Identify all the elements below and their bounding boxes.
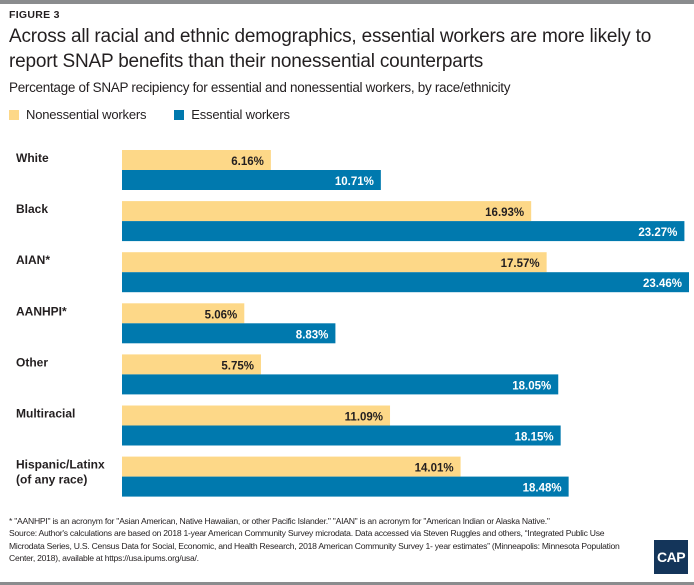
bar-essential [122,170,381,190]
chart-subtitle: Percentage of SNAP recipiency for essent… [9,80,511,95]
bar-group-white: White 6.16% 10.71% [16,150,381,190]
bar-nonessential [122,150,271,170]
bar-nonessential [122,252,547,273]
bar-chart: White 6.16% 10.71% Black 16.93% 23.27% AIAN* 17… [16,150,689,497]
data-label-essential: 23.46% [643,278,682,290]
category-label: Hispanic/Latinx [16,458,105,472]
bar-essential [122,425,561,446]
bar-group-aian: AIAN* 17.57% 23.46% [16,252,689,293]
legend-item-essential: Essential workers [174,107,290,122]
bar-group-multiracial: Multiracial 11.09% 18.15% [16,405,561,446]
bar-nonessential [122,405,391,426]
data-label-nonessential: 14.01% [415,463,454,475]
figure-label: FIGURE 3 [9,9,60,21]
data-label-essential: 10.71% [335,176,374,188]
legend-swatch-nonessential [9,109,19,120]
category-label: Multiracial [16,407,75,421]
legend-label-essential: Essential workers [191,107,290,122]
category-label: Other [16,355,48,369]
footnotes: * "AANHPI" is an acronym for "Asian Amer… [9,515,629,564]
data-label-nonessential: 17.57% [501,258,540,270]
source-note: Source: Author's calculations are based … [9,528,620,563]
bar-group-black: Black 16.93% 23.27% [16,201,685,242]
bar-nonessential [122,201,532,222]
acronym-note: * "AANHPI" is an acronym for "Asian Amer… [9,516,550,526]
legend: Nonessential workers Essential workers [9,107,290,122]
data-label-nonessential: 5.75% [221,360,254,372]
bar-essential [122,323,336,344]
bar-nonessential [122,303,245,324]
category-label: (of any race) [16,473,87,487]
bar-essential [122,374,559,395]
category-label: AANHPI* [16,304,67,318]
data-label-nonessential: 5.06% [205,309,238,321]
data-label-essential: 18.05% [512,380,551,392]
bar-group-hispanic-latinx-of-any-race: Hispanic/Latinx(of any race) 14.01% 18.48% [16,456,569,497]
chart-title: Across all racial and ethnic demographic… [9,26,652,72]
category-label: White [16,151,49,165]
cap-logo: CAP [654,540,688,574]
top-border [0,0,694,4]
bottom-border [0,582,694,585]
bar-essential [122,272,689,293]
legend-swatch-essential [174,109,185,120]
legend-item-nonessential: Nonessential workers [9,107,146,122]
bar-group-aanhpi: AANHPI* 5.06% 8.83% [16,303,336,344]
data-label-nonessential: 11.09% [345,412,383,424]
data-label-essential: 8.83% [296,329,329,341]
bar-nonessential [122,354,261,375]
bar-essential [122,476,569,497]
category-label: AIAN* [16,253,50,267]
category-label: Black [16,202,48,216]
bar-nonessential [122,456,461,477]
data-label-nonessential: 6.16% [231,156,264,168]
data-label-nonessential: 16.93% [485,207,524,219]
bar-group-other: Other 5.75% 18.05% [16,354,559,395]
bar-essential [122,221,685,242]
data-label-essential: 23.27% [638,227,677,239]
data-label-essential: 18.15% [515,432,554,444]
legend-label-nonessential: Nonessential workers [26,107,147,122]
data-label-essential: 18.48% [523,483,562,495]
